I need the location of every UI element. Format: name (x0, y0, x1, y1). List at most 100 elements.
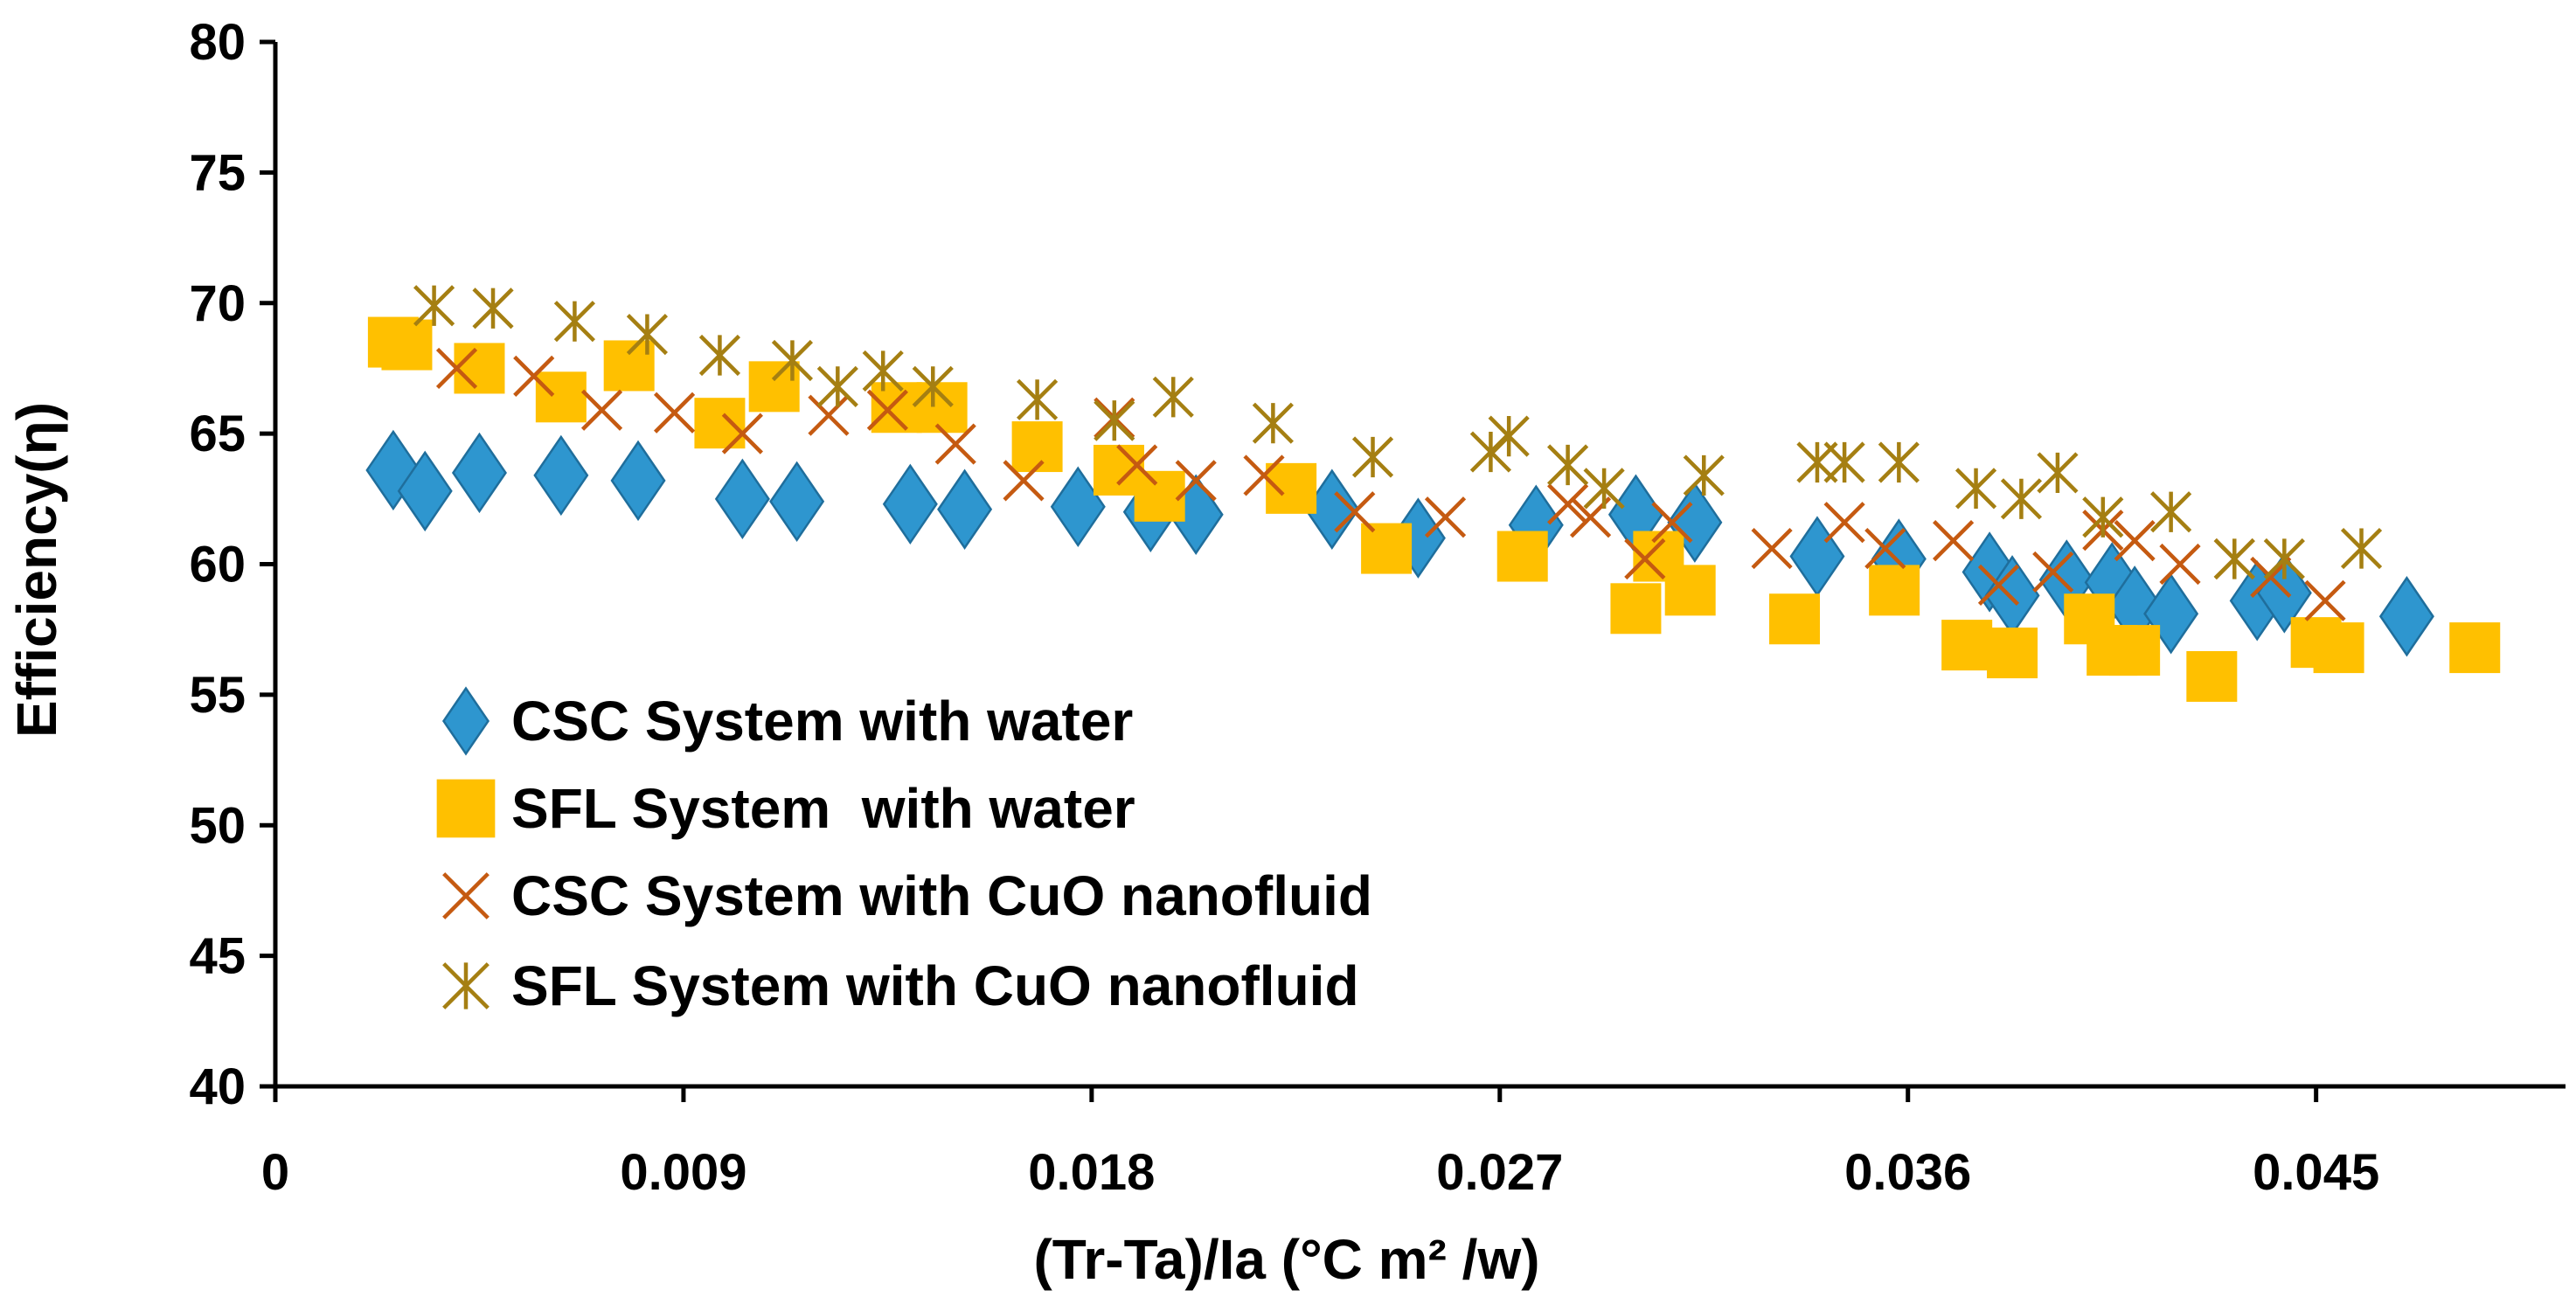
data-point (771, 339, 814, 382)
data-point (916, 382, 968, 434)
y-tick-label: 65 (189, 406, 246, 462)
y-tick-label: 75 (189, 144, 246, 201)
data-point (1987, 628, 2038, 679)
data-point (1769, 593, 1821, 645)
data-point (1823, 502, 1865, 544)
legend-marker (442, 962, 490, 1009)
data-point (1683, 454, 1725, 496)
data-point (2449, 622, 2501, 674)
data-point (1751, 527, 1793, 570)
data-point (1651, 502, 1693, 544)
data-point (2304, 579, 2346, 621)
legend: CSC System with water SFL System with wat… (436, 686, 1372, 1017)
data-point (1488, 415, 1530, 457)
data-point (1878, 441, 1920, 483)
data-point (1361, 523, 1413, 574)
data-point (2082, 496, 2124, 538)
data-point (1583, 468, 1625, 510)
data-point (1152, 376, 1194, 418)
legend-marker (442, 872, 490, 919)
data-point (2378, 576, 2434, 657)
data-point (626, 314, 669, 356)
data-point (714, 458, 770, 540)
data-point (397, 450, 453, 532)
data-point (535, 371, 587, 423)
data-point (1547, 444, 1589, 486)
legend-label: CSC System with water (511, 690, 1133, 753)
data-point (1955, 468, 1997, 510)
data-point (1116, 444, 1158, 486)
data-point (1094, 399, 1135, 441)
data-point (2037, 452, 2079, 494)
data-point (1547, 483, 1589, 525)
data-point (1864, 527, 1906, 570)
data-point (653, 392, 696, 434)
legend-marker (436, 779, 496, 838)
data-point (1017, 378, 1059, 420)
data-point (533, 434, 589, 517)
y-tick-label: 45 (189, 928, 246, 985)
data-point (1252, 402, 1294, 444)
x-tick-label: 0.036 (1844, 1144, 1971, 1201)
y-tick-label: 55 (189, 667, 246, 724)
legend-item: SFL System with CuO nanofluid (442, 954, 1359, 1017)
data-point (553, 301, 596, 343)
data-point (1823, 441, 1865, 483)
data-point (2032, 551, 2074, 593)
legend-label: CSC System with CuO nanofluid (511, 864, 1372, 927)
data-point (580, 389, 623, 431)
y-axis-title: Efficiency(η) (5, 402, 68, 738)
legend-item: CSC System with CuO nanofluid (442, 864, 1372, 927)
data-point (1266, 462, 1317, 514)
data-point (2159, 543, 2201, 586)
data-point (472, 288, 514, 329)
data-point (2340, 527, 2383, 570)
data-point (2263, 538, 2305, 580)
data-point (1011, 421, 1063, 473)
data-point (1610, 583, 1662, 635)
data-point (610, 440, 666, 522)
data-point (1351, 436, 1394, 478)
data-point (1977, 564, 2020, 606)
data-point (871, 382, 922, 434)
data-point (1134, 470, 1185, 522)
data-point (2313, 622, 2364, 674)
data-point (1175, 460, 1217, 502)
data-point (2114, 520, 2156, 562)
data-point (435, 347, 478, 390)
data-point (1664, 565, 1716, 616)
y-tick-label: 80 (189, 14, 246, 71)
y-tick-label: 40 (189, 1058, 246, 1115)
legend-label: SFL System with CuO nanofluid (511, 954, 1359, 1017)
data-point (2109, 625, 2161, 676)
data-point (1624, 538, 1666, 580)
data-point (808, 394, 850, 436)
y-tick-label: 50 (189, 797, 246, 854)
x-tick-label: 0 (261, 1144, 289, 1201)
x-axis-title: (Tr-Ta)/Ia (°C m² /w) (1033, 1228, 1539, 1291)
data-point (882, 463, 938, 545)
x-tick-label: 0.009 (620, 1144, 746, 1201)
data-point (698, 334, 741, 377)
series-4 (413, 285, 2383, 580)
data-point (934, 423, 976, 465)
data-point (866, 389, 908, 431)
series-2 (367, 316, 2501, 702)
y-tick-label: 70 (189, 275, 246, 332)
data-point (912, 365, 954, 407)
data-point (721, 413, 763, 454)
x-tick-label: 0.018 (1028, 1144, 1155, 1201)
data-point (451, 432, 507, 514)
x-tick-label: 0.027 (1436, 1144, 1563, 1201)
legend-label: SFL System with water (511, 777, 1135, 840)
data-point (1496, 531, 1548, 582)
data-point (413, 285, 455, 327)
data-point (937, 468, 993, 550)
data-point (2150, 491, 2192, 533)
data-point (1424, 496, 1467, 538)
data-point (513, 355, 555, 397)
data-point (816, 365, 858, 407)
series-1 (365, 429, 2434, 657)
axes: 40 45 50 55 60 65 70 75 80 0 0.009 0.018 0.027 0.036 0… (189, 14, 2566, 1201)
